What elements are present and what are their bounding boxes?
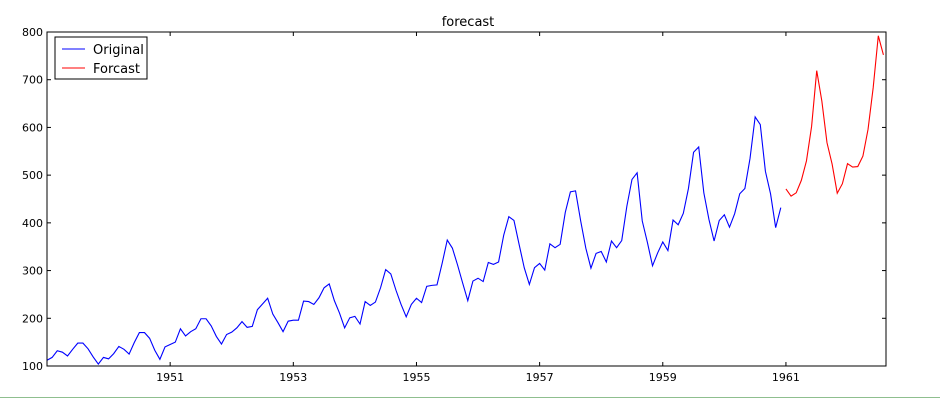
y-tick-label: 400 [22, 217, 43, 230]
y-tick-label: 500 [22, 169, 43, 182]
legend-box [54, 36, 148, 80]
window-bottom-edge [0, 397, 940, 406]
legend: Original Forcast [54, 36, 148, 80]
x-tick-label: 1953 [279, 371, 307, 384]
y-tick-label: 600 [22, 121, 43, 134]
series-line-forcast [785, 35, 884, 197]
plot-frame [46, 31, 887, 367]
x-tick-label: 1955 [402, 371, 430, 384]
y-tick-label: 200 [22, 312, 43, 325]
plot-area: 1951 1953 1955 1957 1959 1961 100 200 300 400 500 6… [22, 26, 887, 384]
y-tick-label: 100 [22, 360, 43, 373]
legend-label-forcast: Forcast [93, 62, 140, 77]
x-tick-label: 1961 [772, 371, 800, 384]
series-line-original [46, 115, 782, 366]
x-tick-label: 1959 [649, 371, 677, 384]
legend-label-original: Original [93, 43, 144, 58]
y-tick-label: 300 [22, 265, 43, 278]
chart-title: forecast [442, 15, 495, 30]
x-tick-label: 1951 [156, 371, 184, 384]
y-tick-label: 800 [22, 26, 43, 39]
y-tick-label: 700 [22, 74, 43, 87]
x-tick-label: 1957 [526, 371, 554, 384]
